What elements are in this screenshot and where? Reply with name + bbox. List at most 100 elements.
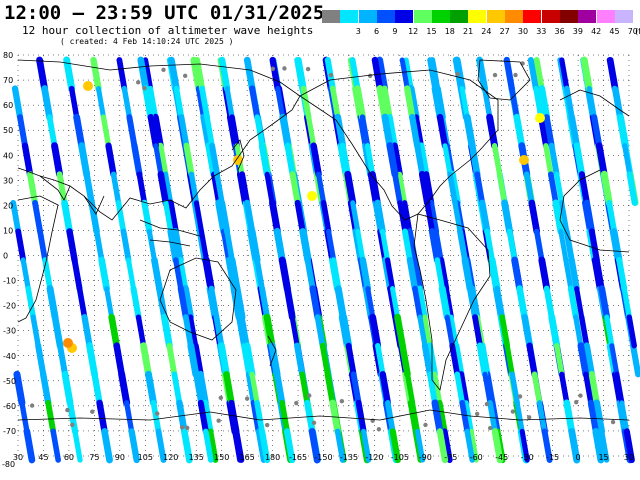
track-segment <box>359 114 371 149</box>
track-segment <box>137 56 150 92</box>
track-segment <box>41 85 53 121</box>
track-segment <box>218 56 231 92</box>
track-segment <box>71 257 83 292</box>
track-segment <box>66 228 78 264</box>
legend-swatch <box>358 10 377 23</box>
track-segment <box>145 370 157 407</box>
track-segment <box>335 285 347 321</box>
track-segment <box>141 199 153 235</box>
track-segment <box>258 142 271 178</box>
track-segment <box>25 285 36 320</box>
track-segment <box>349 57 361 92</box>
legend-swatch <box>340 10 359 23</box>
track-segment <box>406 228 418 264</box>
track-segment <box>526 342 538 378</box>
track-segment <box>334 113 347 150</box>
track-segment <box>593 257 605 292</box>
no-data-spot <box>328 72 334 78</box>
track-segment <box>574 286 585 320</box>
track-segment <box>614 371 625 406</box>
no-data-spot <box>161 67 166 73</box>
legend-swatch <box>376 10 395 23</box>
track-segment <box>600 170 613 207</box>
track-segment <box>468 428 479 463</box>
no-data-spot <box>492 72 498 78</box>
legend-swatch <box>523 10 542 23</box>
track-segment <box>30 314 41 349</box>
track-segment <box>63 56 76 93</box>
track-segment <box>208 285 220 320</box>
no-data-spot <box>265 422 270 428</box>
track-segment <box>178 114 190 149</box>
track-segment <box>36 56 48 93</box>
track-segment <box>254 114 265 149</box>
track-segment <box>386 142 399 178</box>
legend-label: 70 <box>627 27 638 36</box>
track-segment <box>284 142 296 178</box>
lon-label: 90 <box>115 453 125 462</box>
track-segment <box>88 199 100 235</box>
track-segment <box>167 199 179 235</box>
lat-label: 30 <box>3 176 13 185</box>
track-segment <box>120 228 132 263</box>
track-segment <box>567 285 579 321</box>
track-segment <box>171 371 183 406</box>
track-segment <box>527 57 539 92</box>
track-segment <box>486 113 499 150</box>
track-segment <box>622 143 633 177</box>
track-segment <box>228 399 240 435</box>
track-segment <box>245 371 257 406</box>
track-segment <box>438 256 450 292</box>
track-segment <box>482 371 493 406</box>
lon-label: -150 <box>314 453 332 462</box>
lon-label: -15 <box>546 453 559 462</box>
track-segment <box>192 342 204 378</box>
no-data-spot <box>282 66 287 71</box>
track-segment <box>190 56 203 92</box>
track-segment <box>19 400 30 435</box>
track-segment <box>407 85 420 121</box>
track-segment <box>224 228 235 263</box>
no-data-spot <box>136 80 141 85</box>
track-segment <box>95 86 107 120</box>
track-segment <box>533 57 545 92</box>
track-segment <box>536 400 548 435</box>
coastline <box>231 139 245 171</box>
track-segment <box>104 286 115 320</box>
no-data-spot <box>517 394 523 399</box>
no-data-spot <box>526 415 532 420</box>
lon-label: 0 <box>576 453 581 462</box>
lon-label: -165 <box>289 453 307 462</box>
track-segment <box>595 142 608 178</box>
track-segment <box>355 228 366 263</box>
lat-label: 80 <box>3 51 13 60</box>
lat-lon-grid <box>17 54 630 457</box>
track-segment <box>619 400 630 434</box>
high-wave-spot <box>535 113 545 123</box>
track-segment <box>17 114 29 149</box>
track-segment <box>442 143 453 177</box>
track-segment <box>199 85 210 121</box>
no-data-spot <box>484 401 490 407</box>
track-segment <box>478 199 491 235</box>
track-segment <box>233 428 245 463</box>
latitude-labels: 80 70 60 50 40 30 20 10 0 -10 -20 -30 -40 -50 -60 -70 -8… <box>2 51 16 469</box>
track-segment <box>308 427 321 464</box>
track-segment <box>90 56 102 92</box>
track-segment <box>86 342 98 378</box>
lon-label: 180 <box>265 453 280 462</box>
lon-label: 75 <box>89 453 99 462</box>
lat-label: -80 <box>2 460 15 469</box>
track-segment <box>411 256 424 292</box>
track-segment <box>428 199 440 235</box>
track-segment <box>39 371 52 407</box>
track-segment <box>464 428 475 463</box>
track-segment <box>583 199 596 235</box>
track-segment <box>249 371 260 406</box>
track-segment <box>538 256 551 292</box>
track-segment <box>181 428 193 464</box>
track-segment <box>369 171 381 207</box>
track-segment <box>243 56 256 92</box>
coastline <box>159 257 237 341</box>
